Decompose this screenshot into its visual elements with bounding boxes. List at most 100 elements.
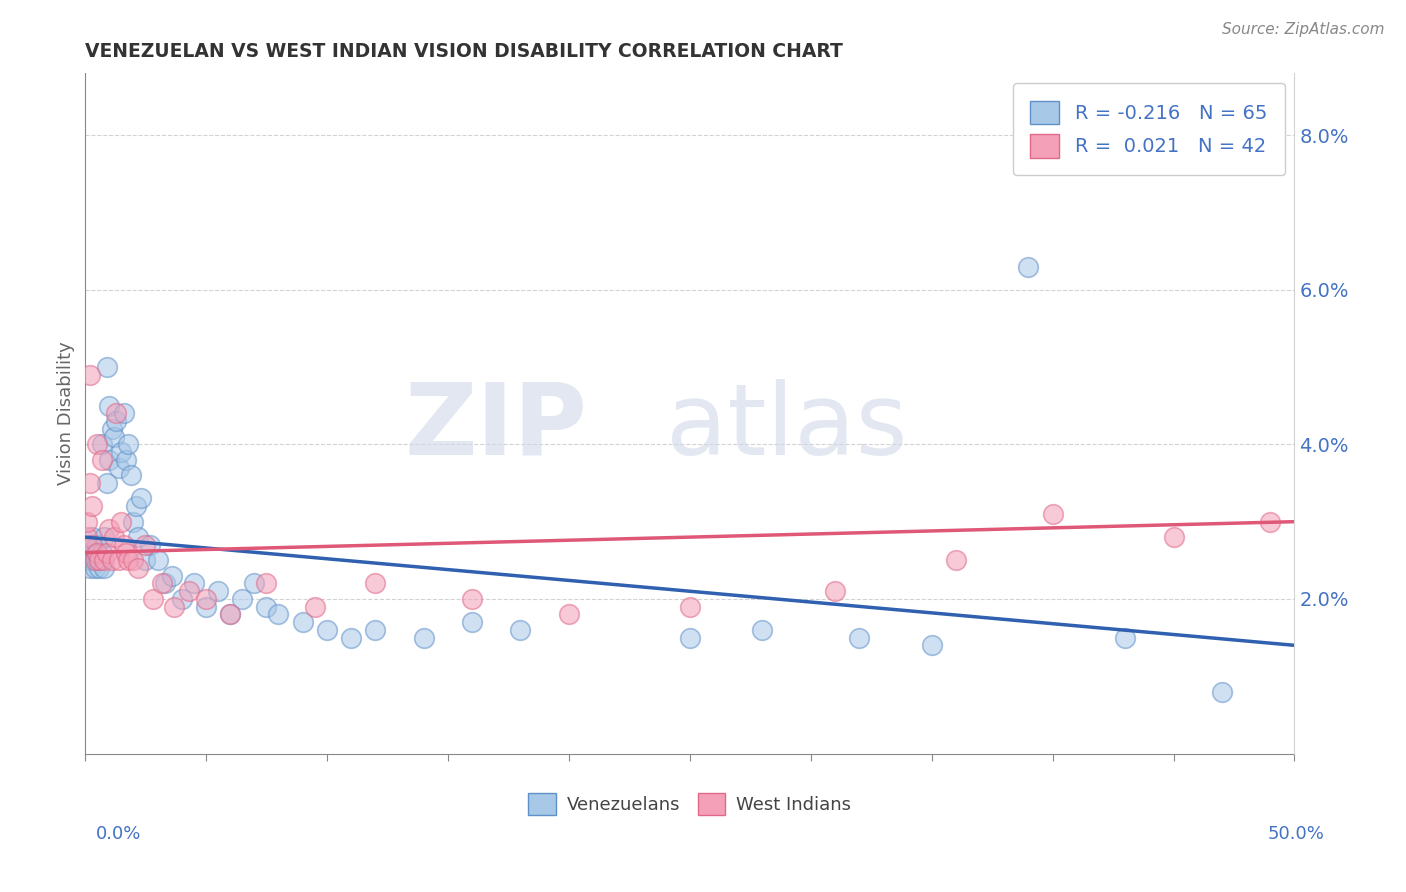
Point xyxy=(139,538,162,552)
Point xyxy=(254,576,277,591)
Point xyxy=(207,584,229,599)
Point xyxy=(219,607,242,622)
Point xyxy=(170,591,193,606)
Point xyxy=(1163,530,1185,544)
Point xyxy=(134,538,156,552)
Point xyxy=(93,561,115,575)
Point xyxy=(150,576,173,591)
Point xyxy=(115,545,138,559)
Point xyxy=(153,576,176,591)
Point xyxy=(89,553,111,567)
Point xyxy=(129,491,152,506)
Point xyxy=(412,631,434,645)
Point xyxy=(96,545,118,559)
Point xyxy=(105,414,128,428)
Point xyxy=(127,561,149,575)
Text: Source: ZipAtlas.com: Source: ZipAtlas.com xyxy=(1222,22,1385,37)
Point xyxy=(107,460,129,475)
Point xyxy=(117,437,139,451)
Text: atlas: atlas xyxy=(665,378,907,475)
Point xyxy=(83,553,105,567)
Point xyxy=(267,607,290,622)
Point xyxy=(83,553,105,567)
Text: VENEZUELAN VS WEST INDIAN VISION DISABILITY CORRELATION CHART: VENEZUELAN VS WEST INDIAN VISION DISABIL… xyxy=(84,42,842,61)
Point xyxy=(100,422,122,436)
Point xyxy=(921,638,943,652)
Text: 0.0%: 0.0% xyxy=(96,825,141,843)
Text: 50.0%: 50.0% xyxy=(1268,825,1324,843)
Point xyxy=(558,607,581,622)
Point xyxy=(93,553,115,567)
Point xyxy=(103,530,125,544)
Point xyxy=(98,399,121,413)
Point xyxy=(90,545,112,559)
Point xyxy=(824,584,846,599)
Point xyxy=(93,530,115,544)
Text: ZIP: ZIP xyxy=(404,378,586,475)
Point xyxy=(304,599,326,614)
Point xyxy=(112,538,135,552)
Point xyxy=(105,407,128,421)
Point xyxy=(125,500,148,514)
Point xyxy=(110,515,132,529)
Point xyxy=(117,553,139,567)
Point xyxy=(122,515,145,529)
Point xyxy=(461,615,484,629)
Point xyxy=(194,591,217,606)
Point xyxy=(82,530,104,544)
Point xyxy=(82,553,104,567)
Point xyxy=(122,553,145,567)
Point xyxy=(79,561,101,575)
Point xyxy=(100,553,122,567)
Point xyxy=(110,445,132,459)
Point xyxy=(315,623,337,637)
Point xyxy=(79,545,101,559)
Point xyxy=(90,453,112,467)
Point xyxy=(86,545,108,559)
Point xyxy=(848,631,870,645)
Point xyxy=(163,599,186,614)
Point xyxy=(96,360,118,375)
Point xyxy=(98,453,121,467)
Point xyxy=(86,553,108,567)
Point xyxy=(103,430,125,444)
Point xyxy=(945,553,967,567)
Point xyxy=(194,599,217,614)
Point xyxy=(1042,507,1064,521)
Point xyxy=(96,476,118,491)
Point xyxy=(82,538,104,552)
Point xyxy=(177,584,200,599)
Point xyxy=(1258,515,1281,529)
Point xyxy=(76,553,98,567)
Point xyxy=(461,591,484,606)
Point xyxy=(76,545,98,559)
Point xyxy=(82,500,104,514)
Point xyxy=(364,623,387,637)
Point xyxy=(160,568,183,582)
Point xyxy=(679,631,702,645)
Point xyxy=(1114,631,1136,645)
Point xyxy=(219,607,242,622)
Legend: Venezuelans, West Indians: Venezuelans, West Indians xyxy=(522,786,858,822)
Point xyxy=(340,631,363,645)
Point xyxy=(83,545,105,559)
Point xyxy=(76,515,98,529)
Point xyxy=(76,530,98,544)
Point xyxy=(112,407,135,421)
Point xyxy=(115,453,138,467)
Point xyxy=(86,545,108,559)
Point xyxy=(79,538,101,552)
Point xyxy=(291,615,314,629)
Point xyxy=(183,576,205,591)
Point xyxy=(1211,684,1233,698)
Point xyxy=(86,538,108,552)
Point xyxy=(146,553,169,567)
Point xyxy=(243,576,266,591)
Y-axis label: Vision Disability: Vision Disability xyxy=(58,342,75,485)
Point xyxy=(89,553,111,567)
Point xyxy=(79,476,101,491)
Point xyxy=(83,561,105,575)
Point xyxy=(751,623,773,637)
Point xyxy=(98,522,121,536)
Point xyxy=(120,468,142,483)
